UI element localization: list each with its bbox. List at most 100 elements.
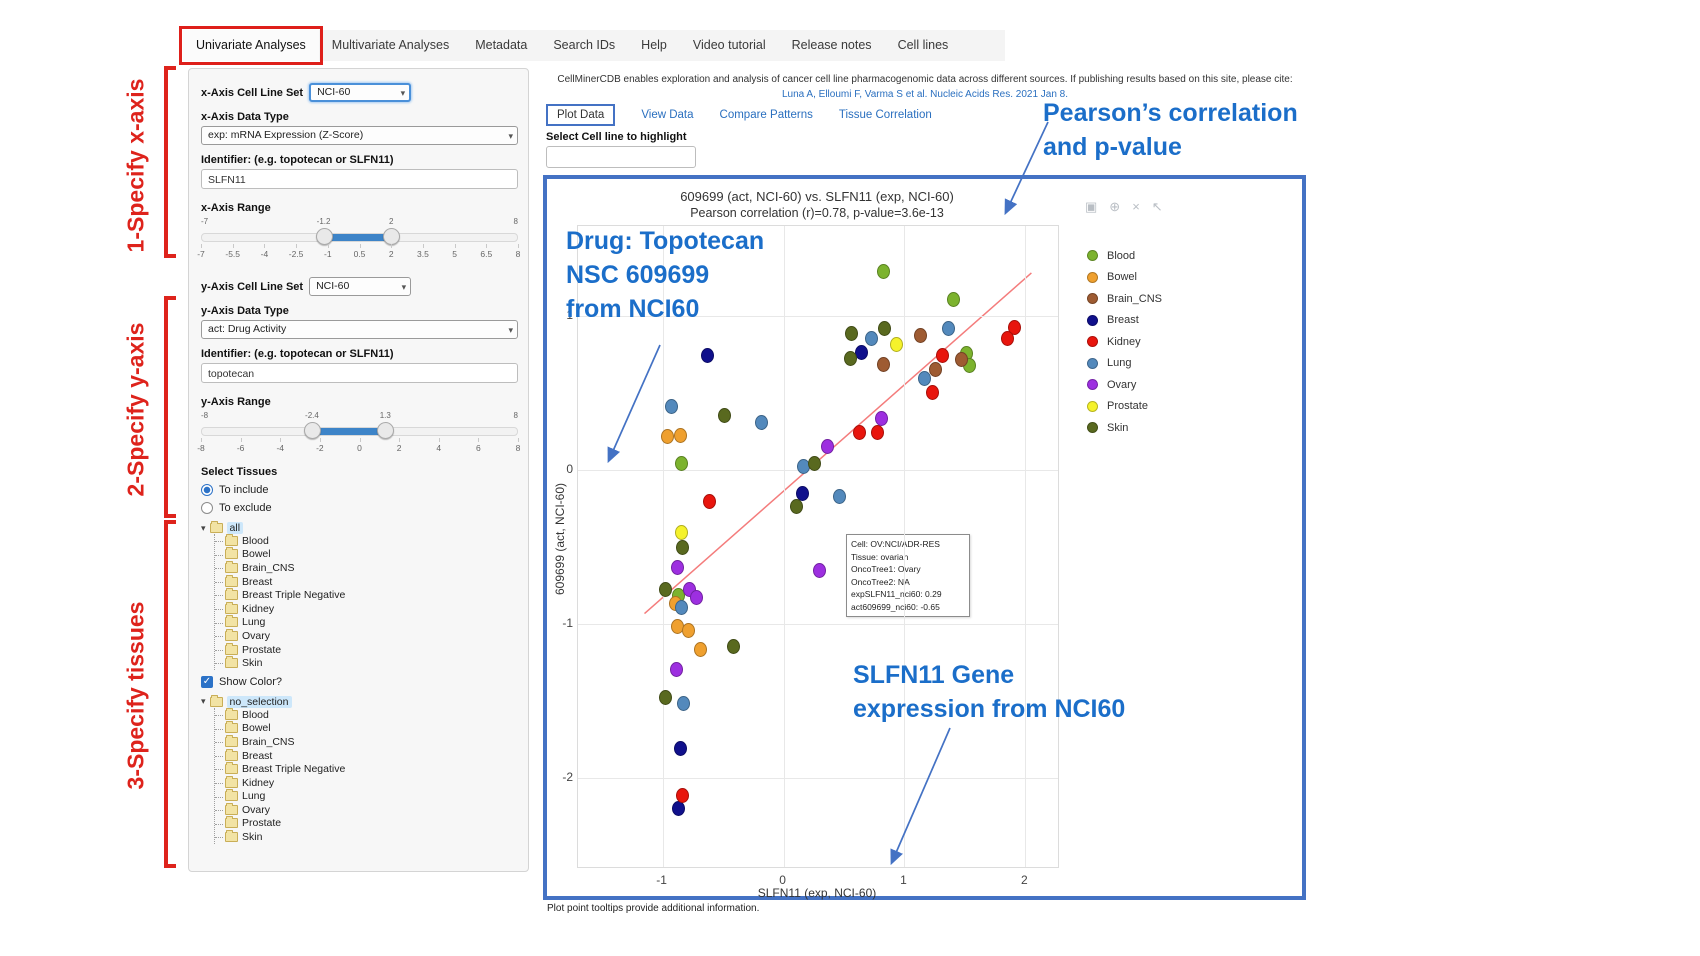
tree-item-lung[interactable]: Lung: [215, 789, 518, 804]
tree-item-breast-triple-negative[interactable]: Breast Triple Negative: [215, 588, 518, 602]
slider-handle-low[interactable]: [303, 422, 321, 439]
tree-item-skin[interactable]: Skin: [215, 830, 518, 844]
data-point-ovary[interactable]: [690, 589, 704, 605]
tree-item-brain_cns[interactable]: Brain_CNS: [215, 560, 518, 575]
legend-item-brain_cns[interactable]: Brain_CNS: [1087, 288, 1162, 310]
data-point-brain_cns[interactable]: [928, 361, 942, 377]
y-range-slider[interactable]: -8 8 -2.4 1.3 -8 -6 -4 -2 0 2 4 6 8: [197, 411, 520, 457]
data-point-lung[interactable]: [665, 398, 679, 414]
data-point-ovary[interactable]: [669, 661, 683, 677]
data-point-skin[interactable]: [659, 689, 673, 705]
slider-track[interactable]: [201, 427, 518, 436]
tree-item-lung[interactable]: Lung: [215, 615, 518, 630]
tree-item-prostate[interactable]: Prostate: [215, 816, 518, 831]
slider-handle-high[interactable]: [377, 422, 395, 439]
data-point-lung[interactable]: [864, 330, 878, 346]
data-point-skin[interactable]: [659, 581, 673, 597]
data-point-skin[interactable]: [877, 321, 891, 337]
tab-tissue-correlation[interactable]: Tissue Correlation: [838, 109, 932, 121]
tree-item-brain_cns[interactable]: Brain_CNS: [215, 734, 518, 749]
tissue-radio-to-include[interactable]: To include: [201, 484, 518, 496]
tree-item-breast[interactable]: Breast: [215, 574, 518, 589]
nav-tab-video-tutorial[interactable]: Video tutorial: [692, 38, 766, 52]
data-point-breast[interactable]: [854, 344, 868, 360]
data-point-skin[interactable]: [675, 540, 689, 556]
data-point-kidney[interactable]: [926, 384, 940, 400]
data-point-lung[interactable]: [941, 321, 955, 337]
tree-item-kidney[interactable]: Kidney: [215, 775, 518, 790]
zoom-in-icon[interactable]: ⊕: [1109, 199, 1121, 214]
tree-item-skin[interactable]: Skin: [215, 656, 518, 670]
nav-tab-search-ids[interactable]: Search IDs: [553, 38, 616, 52]
tab-view-data[interactable]: View Data: [641, 109, 694, 121]
show-color-checkbox[interactable]: ✓ Show Color?: [201, 675, 518, 688]
x-cell-line-set-select[interactable]: NCI-60 ▾: [309, 83, 412, 102]
data-point-skin[interactable]: [845, 326, 859, 342]
tree-item-prostate[interactable]: Prostate: [215, 642, 518, 657]
data-point-prostate[interactable]: [674, 524, 688, 540]
legend-item-bowel[interactable]: Bowel: [1087, 267, 1162, 289]
tab-compare-patterns[interactable]: Compare Patterns: [719, 109, 813, 121]
data-point-kidney[interactable]: [852, 424, 866, 440]
nav-tab-help[interactable]: Help: [641, 38, 667, 52]
data-point-skin[interactable]: [718, 407, 732, 423]
legend-item-breast[interactable]: Breast: [1087, 310, 1162, 332]
legend-item-lung[interactable]: Lung: [1087, 353, 1162, 375]
y-cell-line-set-select[interactable]: NCI-60 ▾: [309, 277, 412, 296]
data-point-brain_cns[interactable]: [955, 352, 969, 368]
data-point-lung[interactable]: [917, 370, 931, 386]
slider-handle-low[interactable]: [315, 228, 333, 245]
data-point-breast[interactable]: [701, 347, 715, 363]
data-point-ovary[interactable]: [671, 560, 685, 576]
highlight-cell-line-input[interactable]: [546, 146, 696, 168]
data-point-kidney[interactable]: [935, 347, 949, 363]
data-point-bowel[interactable]: [673, 427, 687, 443]
nav-tab-release-notes[interactable]: Release notes: [791, 38, 872, 52]
x-data-type-select[interactable]: exp: mRNA Expression (Z-Score) ▾: [201, 126, 518, 145]
tree-item-ovary[interactable]: Ovary: [215, 802, 518, 817]
tree-root-no_selection[interactable]: ▾ no_selection: [201, 694, 518, 708]
data-point-kidney[interactable]: [702, 494, 716, 510]
data-point-breast[interactable]: [673, 740, 687, 756]
legend-item-skin[interactable]: Skin: [1087, 417, 1162, 439]
y-identifier-input[interactable]: topotecan: [201, 363, 518, 383]
legend-item-blood[interactable]: Blood: [1087, 245, 1162, 267]
data-point-skin[interactable]: [726, 638, 740, 654]
data-point-skin[interactable]: [844, 350, 858, 366]
tree-root-all[interactable]: ▾ all: [201, 521, 518, 534]
tree-item-bowel[interactable]: Bowel: [215, 721, 518, 736]
data-point-blood[interactable]: [674, 455, 688, 471]
tissue-radio-to-exclude[interactable]: To exclude: [201, 502, 518, 514]
tab-plot-data[interactable]: Plot Data: [546, 104, 616, 126]
nav-tab-cell-lines[interactable]: Cell lines: [897, 38, 949, 52]
data-point-lung[interactable]: [677, 695, 691, 711]
data-point-lung[interactable]: [833, 489, 847, 505]
data-point-ovary[interactable]: [821, 438, 835, 454]
data-point-kidney[interactable]: [675, 788, 689, 804]
tree-item-kidney[interactable]: Kidney: [215, 601, 518, 616]
nav-tab-metadata[interactable]: Metadata: [475, 38, 528, 52]
data-point-brain_cns[interactable]: [876, 356, 890, 372]
data-point-breast[interactable]: [795, 486, 809, 502]
legend-item-prostate[interactable]: Prostate: [1087, 396, 1162, 418]
data-point-kidney[interactable]: [1001, 330, 1015, 346]
data-point-ovary[interactable]: [812, 563, 826, 579]
data-point-lung[interactable]: [754, 415, 768, 431]
citation-link[interactable]: Luna A, Elloumi F, Varma S et al. Nuclei…: [781, 89, 1069, 100]
data-point-skin[interactable]: [789, 498, 803, 514]
legend-item-ovary[interactable]: Ovary: [1087, 374, 1162, 396]
slider-track[interactable]: [201, 233, 518, 242]
nav-tab-multivariate-analyses[interactable]: Multivariate Analyses: [331, 38, 450, 52]
data-point-bowel[interactable]: [682, 623, 696, 639]
data-point-skin[interactable]: [807, 455, 821, 471]
x-range-slider[interactable]: -7 8 -1.2 2 -7 -5.5 -4 -2.5 -1 0.5 2 3.5 5 6.5 8: [197, 217, 520, 263]
data-point-ovary[interactable]: [875, 410, 889, 426]
tree-item-blood[interactable]: Blood: [215, 533, 518, 548]
tree-item-ovary[interactable]: Ovary: [215, 628, 518, 643]
tree-item-breast[interactable]: Breast: [215, 748, 518, 763]
x-identifier-input[interactable]: SLFN11: [201, 169, 518, 189]
legend-item-kidney[interactable]: Kidney: [1087, 331, 1162, 353]
data-point-prostate[interactable]: [889, 336, 903, 352]
scatter-plot-area[interactable]: Cell: OV:NCI/ADR-RES Tissue: ovarian OncoT…: [577, 225, 1059, 868]
nav-tab-univariate-analyses[interactable]: Univariate Analyses: [179, 26, 323, 65]
